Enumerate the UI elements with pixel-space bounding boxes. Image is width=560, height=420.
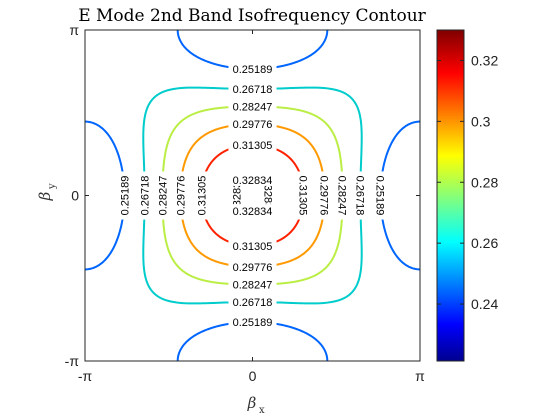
contour-label-text: 0.28247 [157,176,169,216]
contour-label-4-1: 0.28247 [155,171,169,220]
contour-label-bg [228,204,277,218]
contour-label-bg [194,171,208,220]
x-axis-label-sub: x [259,405,265,416]
contour-label-bg [228,315,277,328]
contour-label-text: 0.25189 [233,64,273,76]
contour-label-text: 0.31305 [196,176,208,216]
contour-label-5-2: 0.29776 [228,117,277,131]
contour-label-bg [354,171,368,220]
colorbar-tick-label-1: 0.26 [471,235,498,251]
contour-label-bg [374,171,388,220]
y-tick-label-2: π [69,22,79,38]
contour-label-6-0: 0.31305 [297,171,311,220]
contour-label-2-2: 0.25189 [228,62,277,76]
contour-label-text: 0.31305 [233,140,273,152]
contour-label-text: 0.29776 [233,119,273,131]
contour-label-text: 0.31305 [233,241,273,253]
contour-label-text: 0.29776 [233,262,273,274]
contour-label-3-2: 0.26718 [228,82,277,96]
contour-label-bg [228,239,277,253]
contour-label-5-0: 0.29776 [318,171,332,220]
contour-label-5-3: 0.29776 [228,259,277,274]
contour-label-text: 0.29776 [175,176,187,216]
contour-label-text: 0.26718 [353,176,365,216]
y-tick-label-1: 0 [71,188,79,204]
contour-label-bg [228,259,277,273]
contour-label-bg [228,277,277,291]
contour-label-text: 0.25189 [120,176,132,216]
x-tick-label-0: -π [78,368,93,384]
x-axis-label: β x [247,394,265,416]
contour-label-3-3: 0.26718 [228,295,277,309]
contour-label-bg [336,171,350,220]
contour-label-3-1: 0.26718 [137,171,152,220]
contour-label-text: 0.25189 [233,317,273,329]
contour-label-text: 0.29776 [318,176,330,216]
contour-label-5-1: 0.29776 [173,171,187,220]
contour-label-2-1: 0.25189 [117,171,132,220]
colorbar-tick-label-0: 0.24 [471,296,498,312]
y-axis-ticks: -π 0 π [65,22,420,369]
contour-label-2-0: 0.25189 [374,171,388,220]
contour-label-text: 0.25189 [374,176,386,216]
colorbar-tick-label-4: 0.32 [471,52,498,68]
contour-label-bg [297,171,311,220]
contour-label-text: 0.28247 [233,280,273,292]
colorbar-tick-label-2: 0.28 [471,174,498,190]
y-tick-label-0: -π [65,353,80,369]
contour-label-bg [228,172,277,186]
contour-label-6-1: 0.31305 [194,171,208,220]
contour-label-bg [228,117,277,131]
y-axis-label-sub: y [47,183,58,190]
contour-label-text: 0.32834 [233,206,273,218]
contour-label-7-2: 0.32834 [228,172,277,187]
contour-label-text: 0.28247 [233,102,273,114]
contour-label-bg [228,62,277,75]
contour-label-bg [137,171,151,220]
contour-label-bg [318,171,332,220]
contour-label-text: 0.31305 [297,176,309,216]
contour-label-7-3: 0.32834 [228,204,277,218]
contour-label-bg [173,171,187,220]
y-axis-label-main: β [36,191,54,201]
x-axis-ticks: -π 0 π [78,30,425,384]
x-tick-label-2: π [415,368,425,384]
x-axis-label-main: β [247,394,257,412]
colorbar [436,29,465,362]
contour-label-6-3: 0.31305 [228,239,277,253]
contour-label-text: 0.26718 [140,176,152,216]
contour-label-bg [228,99,277,113]
contour-label-text: 0.32834 [233,175,273,187]
contour-label-bg [228,295,277,308]
contour-label-bg [228,82,277,95]
contour-label-4-3: 0.28247 [228,277,277,292]
contour-label-4-0: 0.28247 [336,171,350,220]
colorbar-tick-label-3: 0.3 [471,113,491,129]
contour-label-text: 0.26718 [233,84,273,96]
contour-label-2-3: 0.25189 [228,315,277,329]
plot-area [85,30,420,361]
colorbar-ticks: 0.24 0.26 0.28 0.3 0.32 [437,52,498,312]
y-axis-label: β y [36,183,58,201]
contour-label-text: 0.28247 [336,176,348,216]
contour-label-6-2: 0.31305 [228,137,277,152]
chart-title: E Mode 2nd Band Isofrequency Contour [78,6,426,26]
contour-label-3-0: 0.26718 [353,171,368,220]
contour-label-bg [117,171,131,220]
contour-label-text: 0.26718 [233,297,273,309]
contour-label-bg [155,171,169,220]
x-tick-label-1: 0 [249,368,257,384]
contour-labels: 0.25189 0.25189 0.25189 0.25189 0.26718 0.267… [117,62,388,329]
contour-label-4-2: 0.28247 [228,99,277,114]
contour-label-bg [228,137,277,151]
